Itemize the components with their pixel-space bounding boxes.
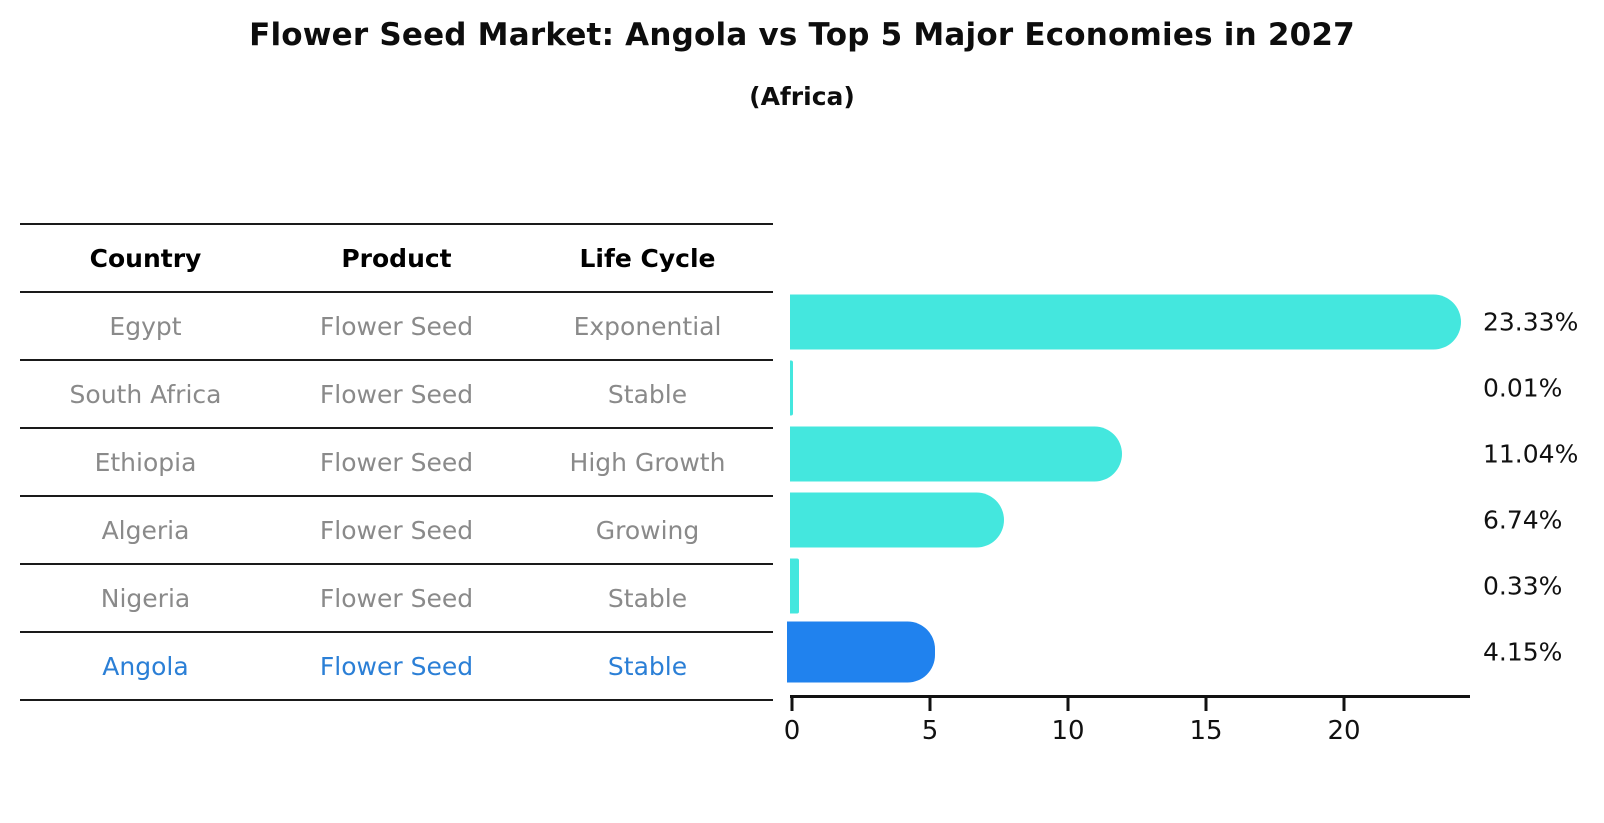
table-row: Angola Flower Seed Stable xyxy=(20,633,773,701)
cell-product: Flower Seed xyxy=(319,651,474,681)
column-header-life-cycle: Life Cycle xyxy=(579,243,716,273)
cell-country: Ethiopia xyxy=(94,447,197,477)
cell-life-cycle: Stable xyxy=(607,379,688,409)
table-row: Algeria Flower Seed Growing xyxy=(20,497,773,565)
bar-chart: 23.33% 0.01% 11.04% 6.74% 0.33% 4.15% xyxy=(787,289,1604,685)
x-tick xyxy=(1342,698,1346,711)
bar-row: 4.15% xyxy=(787,619,1604,685)
cell-life-cycle: Stable xyxy=(607,651,688,681)
bar xyxy=(787,621,936,683)
chart-subtitle: (Africa) xyxy=(749,82,855,111)
bar xyxy=(790,294,1462,350)
column-header-product: Product xyxy=(341,243,452,273)
cell-country: Nigeria xyxy=(100,583,191,613)
x-axis: 0 5 10 15 20 xyxy=(784,695,1470,746)
bar xyxy=(790,360,793,416)
cell-country: Algeria xyxy=(101,515,190,545)
bar xyxy=(790,558,800,614)
cell-life-cycle: Stable xyxy=(607,583,688,613)
x-tick xyxy=(1204,698,1208,711)
cell-product: Flower Seed xyxy=(319,515,474,545)
country-table: Country Product Life Cycle Egypt Flower … xyxy=(20,223,773,701)
table-row: Egypt Flower Seed Exponential xyxy=(20,293,773,361)
x-tick-label: 15 xyxy=(1189,716,1223,746)
bar-row: 6.74% xyxy=(790,487,1604,553)
table-row: South Africa Flower Seed Stable xyxy=(20,361,773,429)
x-tick xyxy=(790,698,794,711)
bar-value-label: 23.33% xyxy=(1483,307,1579,337)
cell-life-cycle: High Growth xyxy=(569,447,726,477)
cell-country: Egypt xyxy=(109,311,182,341)
bar-value-label: 6.74% xyxy=(1483,505,1563,535)
cell-product: Flower Seed xyxy=(319,379,474,409)
bar-value-label: 0.33% xyxy=(1483,571,1563,601)
cell-life-cycle: Growing xyxy=(595,515,700,545)
bar-value-label: 11.04% xyxy=(1483,439,1579,469)
bar-row: 11.04% xyxy=(790,421,1604,487)
x-tick-label: 10 xyxy=(1051,716,1085,746)
bar xyxy=(790,492,1004,548)
x-tick xyxy=(928,698,932,711)
cell-product: Flower Seed xyxy=(319,311,474,341)
bar-value-label: 0.01% xyxy=(1483,373,1563,403)
cell-product: Flower Seed xyxy=(319,447,474,477)
bar-row: 0.33% xyxy=(790,553,1604,619)
x-tick-label: 5 xyxy=(921,716,939,746)
table-header-row: Country Product Life Cycle xyxy=(20,223,773,293)
x-tick-label: 20 xyxy=(1327,716,1361,746)
cell-country: Angola xyxy=(102,651,189,681)
table-row: Nigeria Flower Seed Stable xyxy=(20,565,773,633)
bar-value-label: 4.15% xyxy=(1483,637,1563,667)
bar-row: 23.33% xyxy=(790,289,1604,355)
x-tick-label: 0 xyxy=(783,716,801,746)
table-row: Ethiopia Flower Seed High Growth xyxy=(20,429,773,497)
bar xyxy=(790,426,1123,482)
cell-country: South Africa xyxy=(69,379,222,409)
cell-product: Flower Seed xyxy=(319,583,474,613)
bar-row: 0.01% xyxy=(790,355,1604,421)
x-tick xyxy=(1066,698,1070,711)
column-header-country: Country xyxy=(89,243,202,273)
cell-life-cycle: Exponential xyxy=(573,311,722,341)
chart-title: Flower Seed Market: Angola vs Top 5 Majo… xyxy=(249,17,1355,53)
